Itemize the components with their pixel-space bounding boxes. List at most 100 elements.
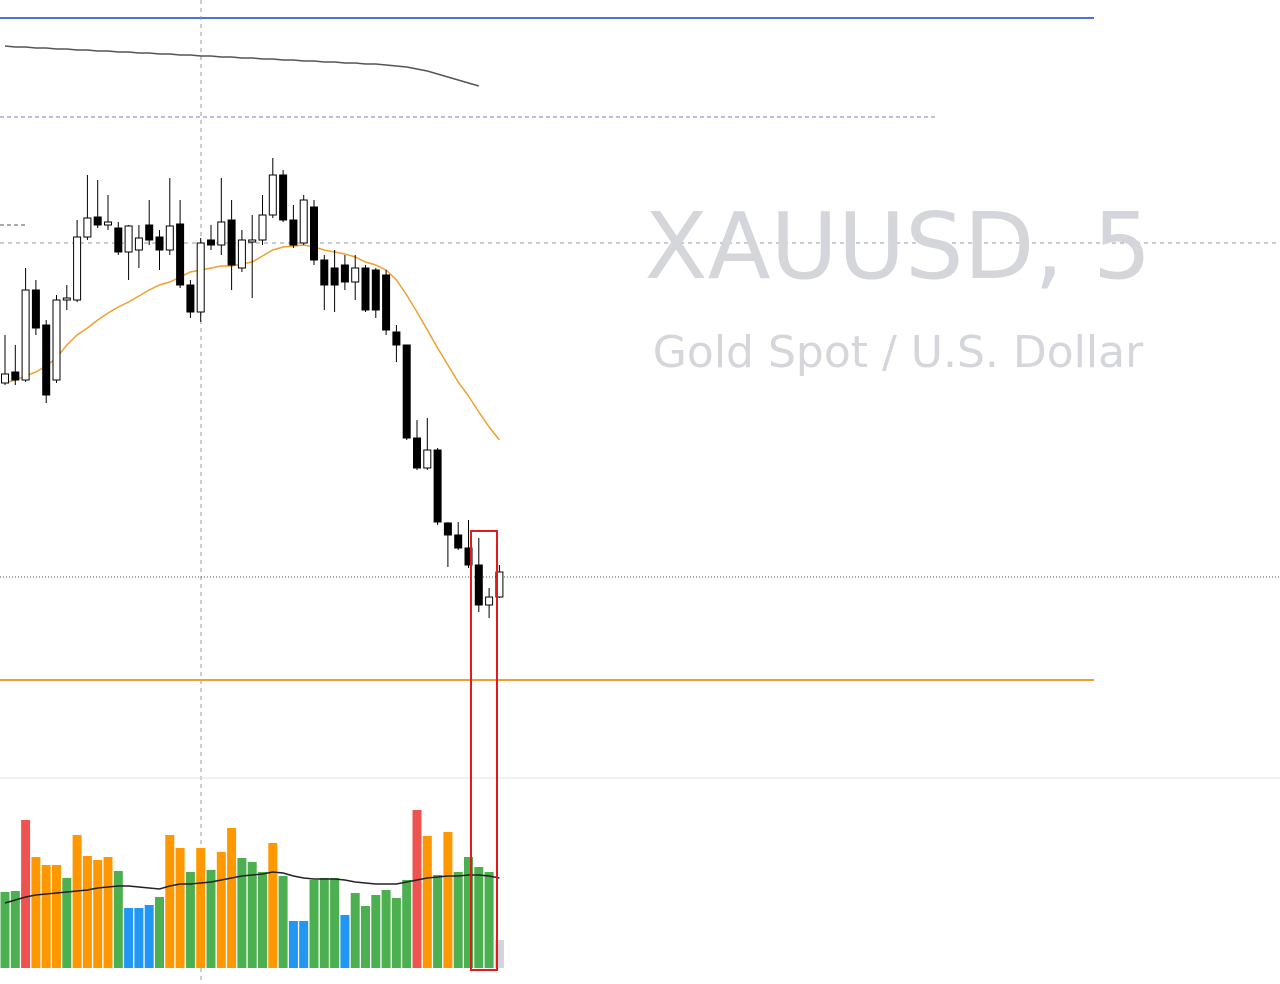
- volume-bar: [309, 880, 319, 968]
- candle-body: [258, 214, 267, 241]
- candle-body: [237, 239, 246, 269]
- volume-bar: [391, 898, 401, 968]
- volume-bar: [124, 908, 134, 968]
- candle-body: [73, 236, 82, 301]
- candle-body: [443, 522, 452, 536]
- highlight-box: [470, 530, 498, 971]
- candle-body: [196, 242, 205, 313]
- volume-bar: [21, 820, 31, 968]
- marks: [0, 45, 504, 968]
- volume-ma: [4, 871, 500, 904]
- candle-body: [248, 239, 257, 243]
- candle-body: [83, 217, 92, 238]
- volume-bar: [464, 857, 473, 968]
- candle-body: [104, 221, 112, 226]
- volume-bar: [113, 871, 123, 968]
- volume-bar: [443, 832, 453, 968]
- volume-bar: [52, 865, 61, 968]
- candle-body: [114, 227, 123, 253]
- candle-body: [11, 371, 20, 381]
- candle-body: [402, 344, 411, 439]
- candle-body: [62, 297, 71, 301]
- volume-bar: [340, 915, 350, 968]
- volume-bar: [371, 895, 381, 968]
- candle-body: [392, 331, 401, 346]
- candle-body: [485, 596, 494, 606]
- candle-body: [371, 269, 380, 311]
- volume-bar: [41, 865, 51, 968]
- volume-bar: [319, 878, 329, 968]
- candle-body: [217, 221, 226, 246]
- volume-bar: [412, 810, 422, 968]
- volume-bar: [268, 843, 278, 968]
- description-watermark: Gold Spot / U.S. Dollar: [653, 327, 1144, 378]
- volume-bar: [288, 921, 298, 968]
- candle-body: [134, 237, 143, 251]
- volume-bar: [484, 872, 494, 968]
- candle-body: [145, 224, 154, 241]
- volume-bar: [175, 848, 185, 968]
- volume-bar: [474, 867, 484, 968]
- candle-body: [361, 267, 370, 311]
- volume-bar: [237, 858, 247, 968]
- candle-body: [227, 219, 236, 266]
- candle-body: [165, 225, 174, 251]
- volume-bar: [134, 908, 144, 968]
- candle-body: [351, 267, 360, 283]
- volume-bar: [185, 872, 195, 968]
- volume-bar: [93, 860, 103, 968]
- volume-bar: [361, 906, 370, 968]
- candle-body: [176, 223, 185, 286]
- candle-body: [279, 174, 288, 221]
- volume-bar: [227, 828, 237, 968]
- candle-body: [474, 564, 483, 606]
- candle-body: [155, 236, 164, 251]
- volume-bar: [258, 872, 267, 968]
- volume-bar: [196, 848, 206, 968]
- volume-bar: [206, 870, 216, 968]
- volume-bar: [330, 878, 340, 968]
- candle-body: [433, 449, 442, 523]
- candle-body: [21, 289, 30, 381]
- candle-body: [495, 571, 504, 598]
- volume-bar: [103, 857, 113, 968]
- volume-bar: [453, 872, 463, 968]
- volume-bar: [433, 875, 443, 968]
- volume-bar: [350, 893, 360, 968]
- candle-body: [330, 267, 339, 286]
- candle-body: [31, 289, 40, 329]
- candle-body: [52, 299, 61, 381]
- volume-bar: [402, 880, 412, 968]
- candle-body: [299, 199, 308, 244]
- volume-bar: [299, 921, 309, 968]
- candle-body: [186, 284, 195, 313]
- candle-body: [340, 264, 349, 283]
- candle-body: [289, 219, 298, 246]
- candle-body: [310, 206, 318, 261]
- candle-body: [207, 239, 215, 246]
- candle-body: [413, 437, 421, 469]
- volume-bar: [10, 891, 20, 968]
- volume-bar: [72, 835, 82, 968]
- volume-bar: [494, 940, 504, 968]
- symbol-watermark: XAUUSD, 5: [645, 193, 1152, 300]
- candle-body: [268, 174, 277, 216]
- candle-body: [124, 225, 133, 253]
- candle-body: [423, 449, 432, 469]
- volume-bar: [165, 835, 175, 968]
- candle-body: [320, 259, 329, 286]
- candle-body: [42, 324, 51, 396]
- volume-bar: [422, 836, 432, 968]
- moving-average: [4, 45, 480, 87]
- volume-bar: [0, 892, 10, 968]
- volume-bar: [381, 890, 391, 968]
- volume-bar: [82, 856, 92, 968]
- candle-body: [93, 216, 102, 226]
- candle-body: [454, 534, 463, 549]
- volume-bar: [155, 897, 164, 968]
- volume-bar: [31, 857, 41, 968]
- volume-bar: [216, 852, 226, 968]
- volume-bar: [144, 905, 154, 968]
